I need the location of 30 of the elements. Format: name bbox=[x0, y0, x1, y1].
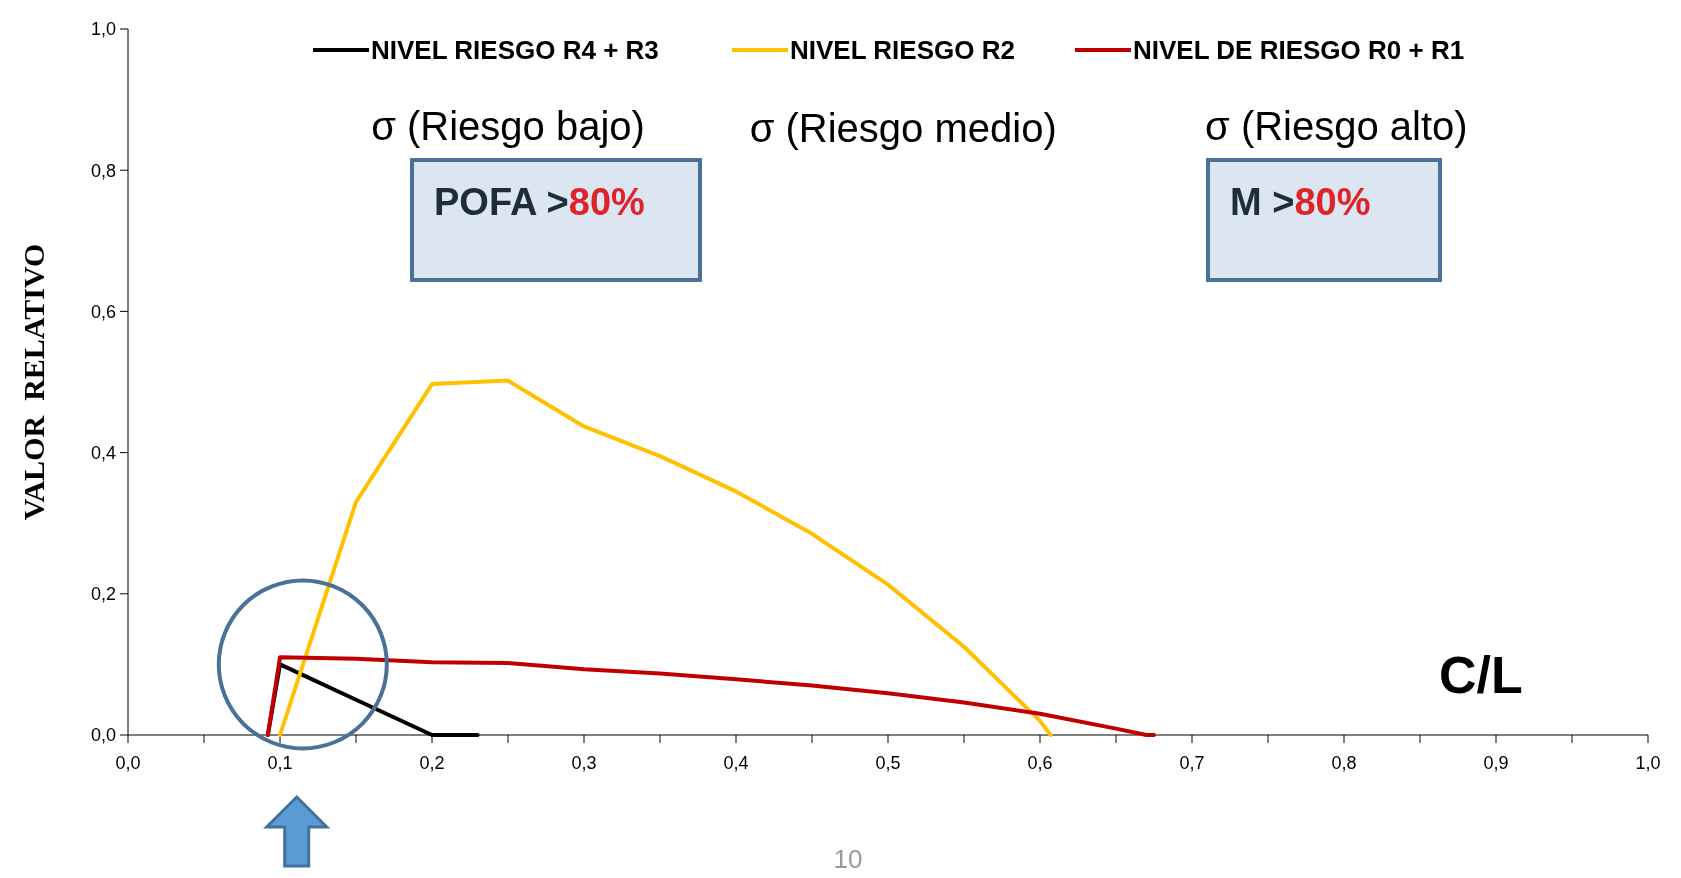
annotation: σ (Riesgo bajo) bbox=[371, 104, 645, 148]
x-tick-label: 0,7 bbox=[1179, 753, 1205, 773]
annotation: σ (Riesgo alto) bbox=[1205, 104, 1468, 148]
x-tick-label: 0,2 bbox=[419, 753, 445, 773]
legend-label: NIVEL DE RIESGO R0 + R1 bbox=[1133, 35, 1465, 66]
legend-label: NIVEL RIESGO R2 bbox=[790, 35, 1015, 66]
line-series bbox=[265, 655, 1156, 737]
annotation: M >80% bbox=[1230, 181, 1371, 224]
y-axis-title: VALOR RELATIVO bbox=[17, 243, 50, 521]
annotation: POFA >80% bbox=[434, 181, 645, 224]
legend-label: NIVEL RIESGO R4 + R3 bbox=[371, 35, 659, 66]
x-tick-label: 0,6 bbox=[1027, 753, 1053, 773]
x-axis-title: C/L bbox=[1438, 645, 1523, 704]
text: 10 bbox=[833, 844, 863, 874]
x-tick-label: 0,5 bbox=[875, 753, 901, 773]
y-tick-label: 0,0 bbox=[90, 725, 116, 746]
y-tick-label: 0,2 bbox=[90, 584, 116, 605]
x-tick-label: 0,4 bbox=[723, 753, 749, 773]
x-tick-label: 0,1 bbox=[267, 753, 293, 773]
x-tick-label: 1,0 bbox=[1635, 753, 1661, 773]
annotation: σ (Riesgo medio) bbox=[749, 106, 1057, 150]
x-tick-label: 0,9 bbox=[1483, 753, 1509, 773]
y-tick-label: 0,6 bbox=[90, 301, 116, 322]
x-tick-label: 0,0 bbox=[115, 753, 141, 773]
y-tick-label: 0,4 bbox=[90, 442, 116, 463]
line-series bbox=[278, 378, 1053, 737]
x-tick-label: 0,8 bbox=[1331, 753, 1357, 773]
y-tick-label: 1,0 bbox=[90, 19, 116, 40]
x-tick-label: 0,3 bbox=[571, 753, 597, 773]
y-tick-label: 0,8 bbox=[90, 160, 116, 181]
